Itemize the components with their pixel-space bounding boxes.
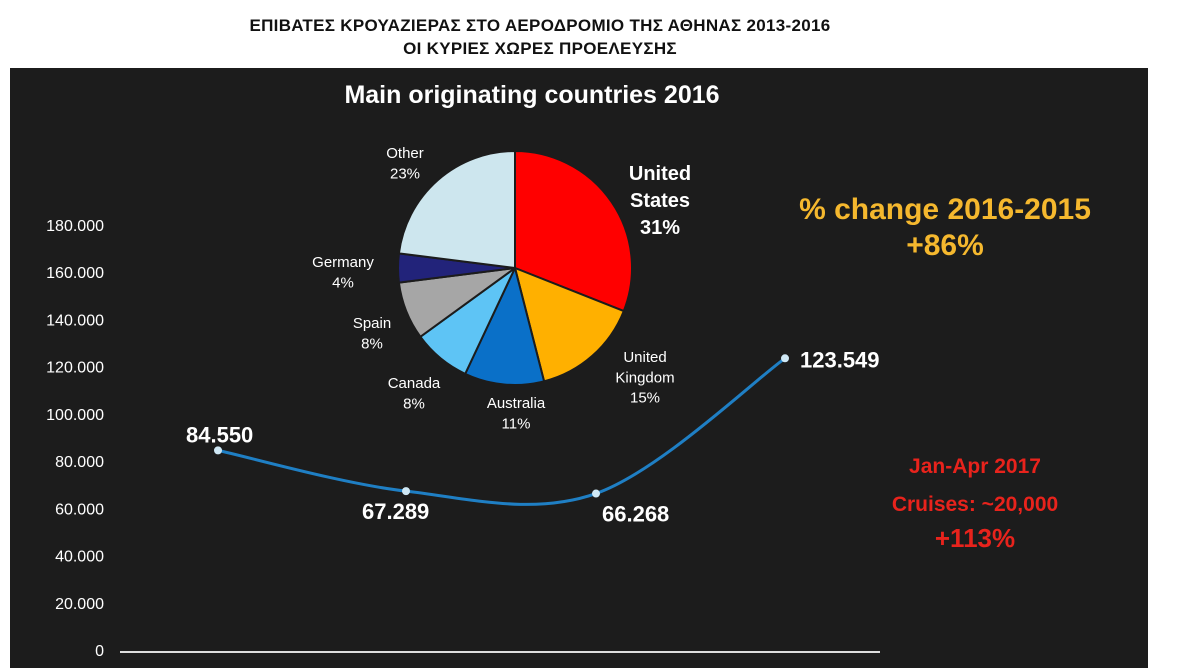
pie-slice-label: Canada xyxy=(388,375,441,392)
pie-slice-value: 11% xyxy=(502,415,531,432)
pie-title: Main originating countries 2016 xyxy=(344,81,719,109)
y-tick-label: 80.000 xyxy=(55,454,104,471)
cruises-change: +113% xyxy=(934,523,1016,553)
y-tick-label: 120.000 xyxy=(46,360,104,377)
y-tick-label: 20.000 xyxy=(55,596,104,613)
data-point xyxy=(781,354,789,363)
pie-slice-label: United xyxy=(623,349,666,366)
header-line-1: ΕΠΙΒΑΤΕΣ ΚΡΟΥΑΖΙΕΡΑΣ ΣΤΟ ΑΕΡΟΔΡΟΜΙΟ ΤΗΣ … xyxy=(249,16,831,35)
pie-slice xyxy=(397,149,516,270)
y-tick-label: 100.000 xyxy=(46,407,104,424)
pie-slice-label: States xyxy=(630,190,690,212)
change-annotation: % change 2016-2015 +86% xyxy=(760,192,1130,264)
pie-slice-label: Australia xyxy=(487,395,546,412)
pie-slice-label: United xyxy=(629,163,691,185)
pie-slice-value: 8% xyxy=(403,395,425,412)
pie-slice-value: 31% xyxy=(640,217,680,239)
pie-slice-label: Spain xyxy=(353,315,391,332)
data-point xyxy=(402,487,410,496)
pie-slice-label: Other xyxy=(386,145,424,162)
pie-slice xyxy=(513,266,626,383)
header-line-2: ΟΙ ΚΥΡΙΕΣ ΧΩΡΕΣ ΠΡΟΕΛΕΥΣΗΣ xyxy=(403,39,677,58)
cruises-label: Cruises: ~20,000 xyxy=(891,493,1059,516)
pie-slice xyxy=(463,265,546,386)
pie-slice-value: 8% xyxy=(361,335,383,352)
series-line xyxy=(217,357,786,506)
change-label: % change 2016-2015 xyxy=(799,193,1091,226)
jan-apr-annotation: Jan-Apr 2017 Cruises: ~20,000 +113% xyxy=(850,455,1100,554)
pie-slice-label: Kingdom xyxy=(615,369,674,386)
y-tick-label: 60.000 xyxy=(55,501,104,518)
data-label: 123.549 xyxy=(800,347,880,372)
pie-slice-value: 15% xyxy=(630,390,660,407)
data-point xyxy=(592,489,600,498)
data-label: 84.550 xyxy=(186,422,253,447)
data-label: 66.268 xyxy=(602,502,669,527)
y-tick-label: 160.000 xyxy=(46,265,104,282)
y-tick-label: 40.000 xyxy=(55,549,104,566)
y-tick-label: 0 xyxy=(95,643,104,660)
data-label: 67.289 xyxy=(362,499,429,524)
jan-apr-label: Jan-Apr 2017 xyxy=(909,455,1041,478)
pie-slice-label: Germany xyxy=(312,254,374,271)
change-value: +86% xyxy=(906,229,984,262)
pie-slice-value: 23% xyxy=(390,165,420,182)
pie-slice-value: 4% xyxy=(332,274,354,291)
y-tick-label: 180.000 xyxy=(46,218,104,235)
data-point xyxy=(214,446,222,455)
chart-panel xyxy=(10,68,1148,668)
y-tick-label: 140.000 xyxy=(46,312,104,329)
pie-slice xyxy=(514,149,633,313)
